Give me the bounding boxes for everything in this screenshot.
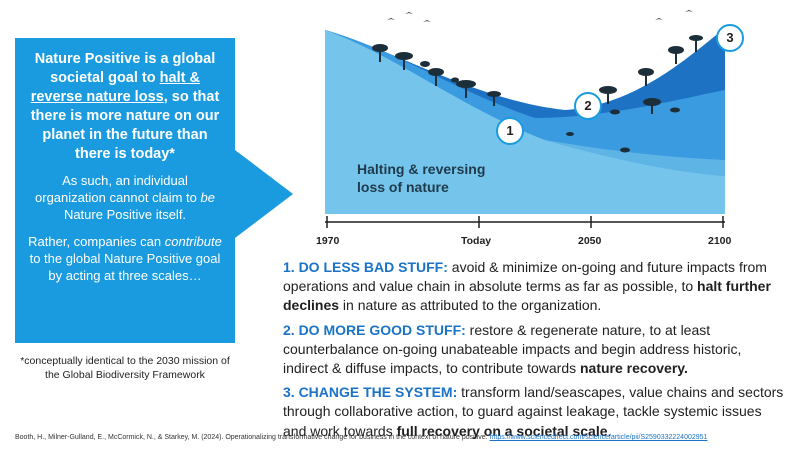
badge-2: 2: [574, 92, 602, 120]
scale-item-3: 3. CHANGE THE SYSTEM: transform land/sea…: [283, 384, 784, 439]
tick-label-1970: 1970: [316, 235, 340, 247]
right-arrow-icon: [235, 150, 293, 238]
nature-positive-definition-box: Nature Positive is a global societal goa…: [15, 38, 235, 343]
animal-silhouettes: [420, 61, 680, 153]
lower-light-band: [545, 140, 725, 176]
tick-label-2050: 2050: [578, 235, 602, 247]
citation: Booth, H., Milner-Gulland, E., McCormick…: [15, 434, 708, 441]
bird-silhouettes: [387, 10, 693, 22]
tree-silhouette-left: [372, 44, 501, 106]
halt-declines-area: [325, 30, 725, 214]
definition-lead: Nature Positive is a global societal goa…: [30, 51, 220, 162]
tick-label-today: Today: [461, 235, 492, 247]
wildlife-silhouettes: [372, 10, 703, 153]
three-scales-list: 1. DO LESS BAD STUFF: avoid & minimize o…: [283, 258, 788, 446]
nature-trajectory-illustration: [325, 10, 725, 228]
scale-item-2: 2. DO MORE GOOD STUFF: restore & regener…: [283, 321, 742, 377]
curve-label: Halting & reversing loss of nature: [357, 161, 486, 195]
companies-contribute-note: Rather, companies can contribute to the …: [28, 234, 222, 283]
individual-organization-note: As such, an individual organization cann…: [35, 173, 215, 222]
tree-silhouette-right: [599, 35, 703, 114]
halt-reverse-underline: halt & reverse nature loss: [30, 70, 200, 105]
footnote: *conceptually identical to the 2030 miss…: [20, 355, 230, 381]
badge-1: 1: [496, 117, 524, 145]
tick-label-2100: 2100: [708, 235, 732, 247]
citation-link[interactable]: https://www.sciencedirect.com/science/ar…: [489, 434, 708, 441]
badge-3: 3: [716, 24, 744, 52]
scale-item-1: 1. DO LESS BAD STUFF: avoid & minimize o…: [283, 259, 771, 314]
